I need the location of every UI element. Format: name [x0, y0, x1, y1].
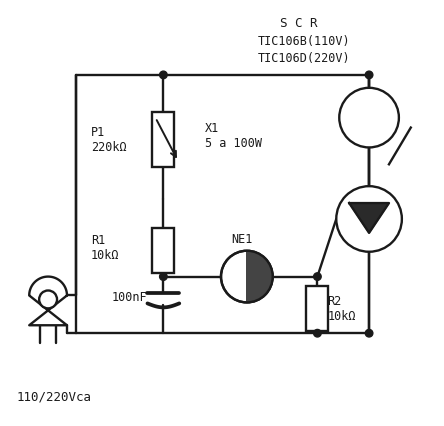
Circle shape [159, 72, 167, 80]
Circle shape [365, 330, 373, 337]
Text: R2
10kΩ: R2 10kΩ [327, 295, 356, 322]
Polygon shape [29, 277, 67, 325]
Circle shape [221, 251, 273, 303]
Bar [152, 229, 174, 273]
Polygon shape [349, 204, 389, 233]
Circle shape [365, 72, 373, 80]
Circle shape [313, 273, 321, 281]
Text: P1
220kΩ: P1 220kΩ [91, 126, 127, 154]
Circle shape [159, 273, 167, 281]
Text: S C R: S C R [280, 17, 317, 30]
Polygon shape [247, 251, 273, 303]
Text: TIC106B(110V): TIC106B(110V) [258, 35, 350, 48]
Text: 110/220Vca: 110/220Vca [16, 389, 91, 402]
Text: TIC106D(220V): TIC106D(220V) [258, 52, 350, 64]
Text: NE1: NE1 [231, 233, 252, 246]
Text: X1
5 a 100W: X1 5 a 100W [205, 121, 262, 149]
Circle shape [39, 291, 57, 309]
Text: 100nF: 100nF [112, 290, 147, 303]
Text: R1
10kΩ: R1 10kΩ [91, 233, 119, 261]
Circle shape [339, 89, 399, 148]
Circle shape [313, 330, 321, 337]
Bar [306, 286, 328, 331]
Circle shape [336, 187, 402, 252]
Bar [152, 113, 174, 167]
